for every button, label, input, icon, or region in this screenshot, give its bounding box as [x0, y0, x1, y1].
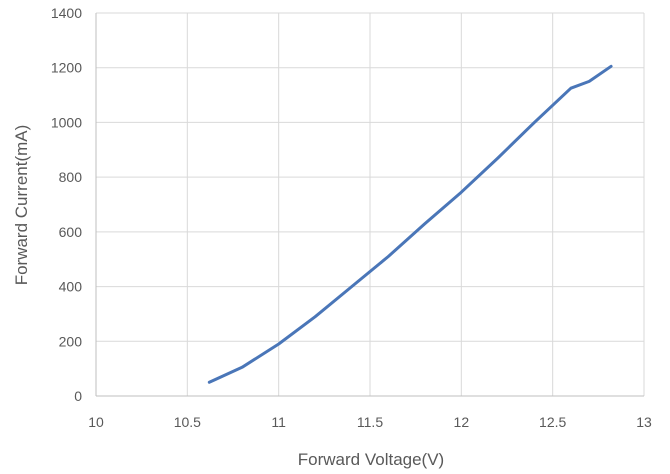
series-line	[207, 64, 613, 384]
x-tick-label: 11.5	[357, 414, 383, 430]
x-tick-label: 12.5	[539, 414, 566, 430]
x-tick-label: 10.5	[174, 414, 201, 430]
x-tick-labels: 10 10.5 11 11.5 12 12.5 13	[88, 414, 652, 430]
y-axis-title: Forward Current(mA)	[12, 125, 31, 286]
x-tick-label: 12	[454, 414, 470, 430]
y-tick-labels: 0 200 400 600 800 1000 1200 1400	[51, 5, 82, 404]
y-tick-label: 800	[59, 169, 83, 185]
y-tick-label: 400	[59, 279, 83, 295]
y-tick-label: 600	[59, 224, 83, 240]
x-tick-label: 13	[636, 414, 652, 430]
axes	[95, 13, 644, 397]
y-tick-label: 1200	[51, 60, 82, 76]
grid-lines	[96, 12, 645, 396]
y-tick-label: 1400	[51, 5, 82, 21]
y-tick-label: 200	[59, 333, 83, 349]
y-tick-label: 0	[74, 388, 82, 404]
x-tick-label: 11	[271, 414, 286, 430]
x-tick-label: 10	[88, 414, 104, 430]
series-layer	[207, 64, 613, 384]
x-axis-title: Forward Voltage(V)	[298, 450, 444, 469]
y-tick-label: 1000	[51, 114, 82, 130]
